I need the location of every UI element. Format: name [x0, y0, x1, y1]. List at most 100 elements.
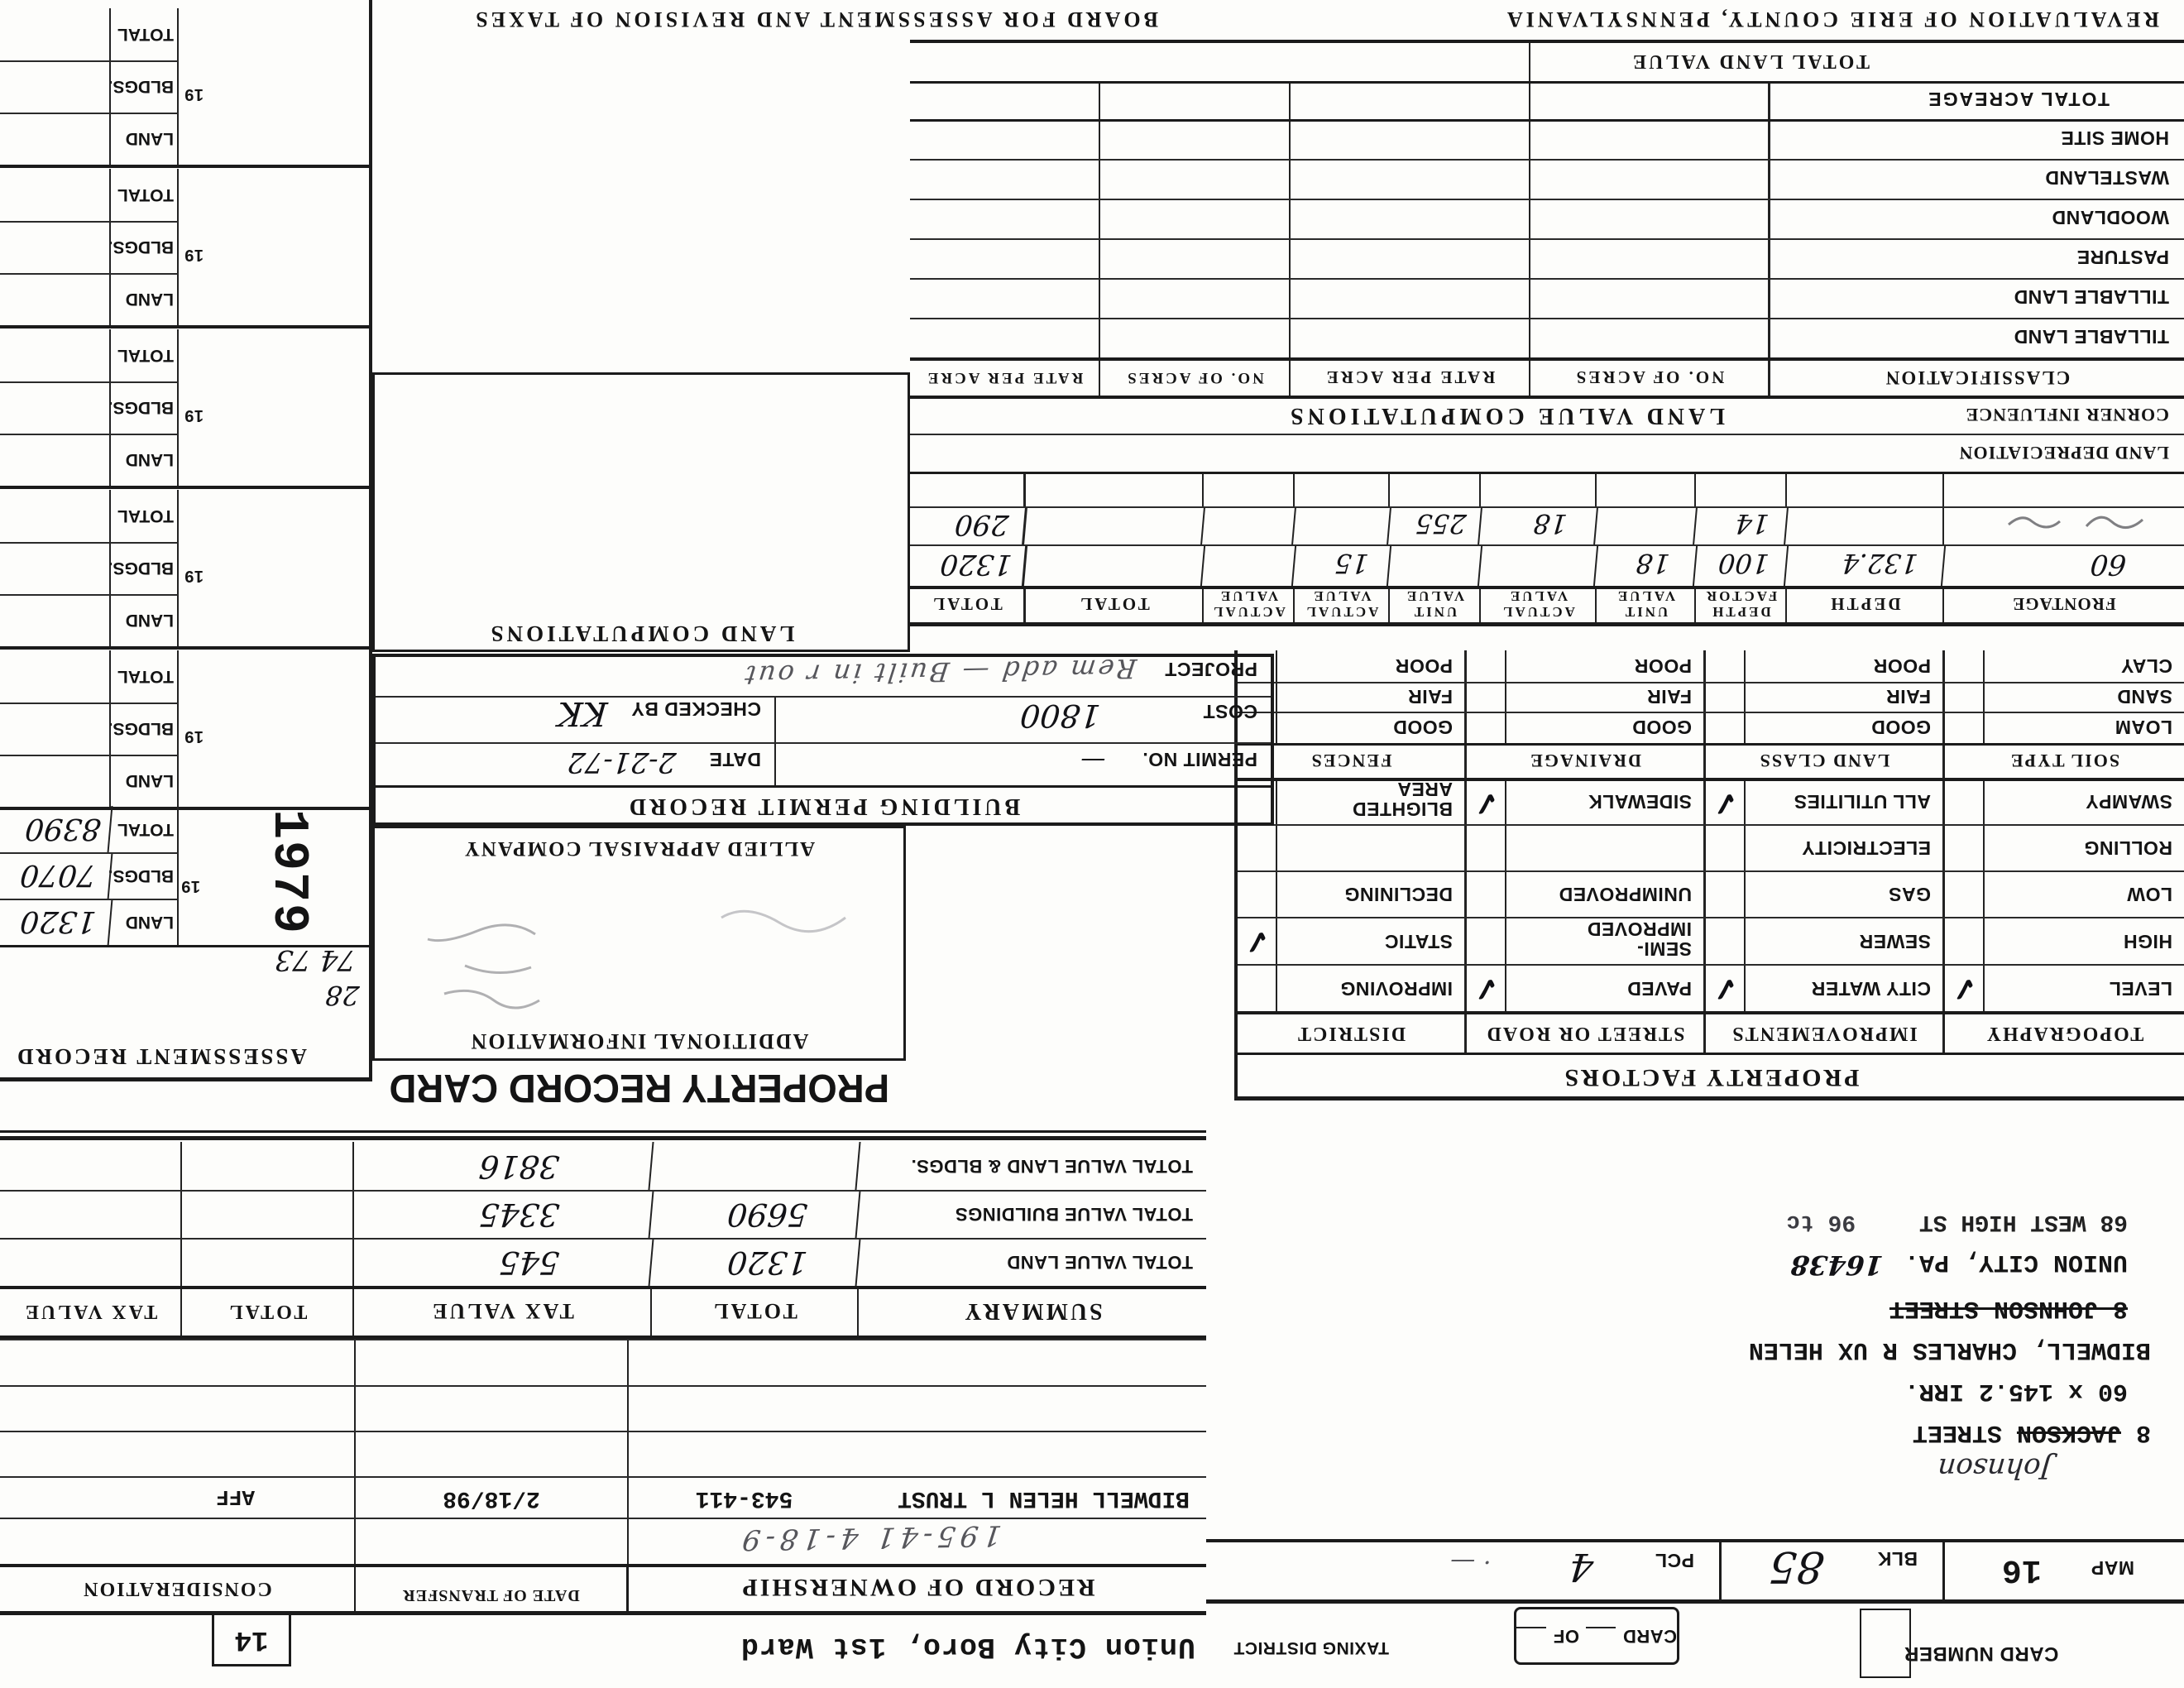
assessed-total-1979: 8390	[0, 806, 113, 852]
check-paved: ✓	[1470, 969, 1502, 1008]
soil-row-clay: CLAY POOR POOR POOR	[1238, 650, 2184, 682]
bldgs-total-value: 5690	[649, 1192, 861, 1238]
address-line-1: 8 JACKSON STREET	[1912, 1418, 2151, 1446]
land-computations-title: LAND COMPUTATIONS	[487, 621, 795, 646]
assessment-hand-note: 28	[323, 980, 361, 1011]
lvc-row-1: 60 132.4 100 18 15 1320	[908, 544, 2184, 586]
pcl-value: 4	[1567, 1545, 1596, 1590]
land-computations-box: LAND COMPUTATIONS	[372, 372, 910, 652]
ownership-header: RECORD OF OWNERSHIP	[740, 1574, 1095, 1601]
consideration-value: AFF	[0, 1478, 356, 1518]
blk-cell: BLK 85	[1719, 1542, 1942, 1599]
factor-row: LOW GAS UNIMPROVED DECLINING	[1238, 870, 2184, 917]
checked-by-cell: CHECKED BY KK	[376, 694, 776, 742]
address-handwritten: Johnson	[1936, 1451, 2053, 1484]
address-line-4: 8 JOHNSON STREET	[1889, 1294, 2128, 1322]
lvc-total-2: 290	[908, 508, 1027, 544]
address-line-6-note: 96 tc	[1786, 1209, 1856, 1235]
land-tax-value: 545	[352, 1240, 654, 1286]
year-stamp: 1979	[259, 808, 316, 936]
address-block: Johnson 8 JACKSON STREET 60 x 145.2 IRR.…	[1406, 1209, 2151, 1484]
project-cell: PROJECT Rem add — Built in r out	[740, 652, 1257, 692]
total-land-value-row: TOTAL LAND VALUE	[910, 40, 2184, 81]
assessed-bldgs-1979: 7070	[0, 854, 113, 899]
ownership-handwritten-note: 195-41 4-18-9	[735, 1518, 1003, 1556]
assessment-block: 19 LAND BLDGS. TOTAL	[0, 646, 369, 807]
total-acreage-row: TOTAL ACREAGE	[910, 81, 2184, 119]
check-city-water: ✓	[1709, 969, 1741, 1008]
assessment-hand-years: 74 73	[273, 943, 357, 976]
zip-handwritten: 16438	[1789, 1249, 1885, 1281]
assessment-block: 19 LAND BLDGS. TOTAL	[0, 7, 369, 165]
assessment-block: 19 LAND BLDGS. TOTAL	[0, 165, 369, 325]
land-depreciation-row: LAND DEPRECIATION	[910, 434, 2184, 472]
additional-info-title: ADDITIONAL INFORMATION	[469, 1029, 809, 1053]
factor-row: SWAMPY ALL UTILITIES ✓ SIDEWALK ✓ BLIGHTED…	[1238, 778, 2184, 824]
blk-value: 85	[1766, 1542, 1827, 1591]
classification-row: PASTURE	[910, 238, 2184, 278]
pcl-marks: · —	[1450, 1547, 1492, 1576]
lvc-row-2: 14 18 255 290	[908, 506, 2184, 544]
taxing-district-value: Union City Boro, 1st Ward	[740, 1630, 1195, 1663]
frontage-scribble	[2008, 516, 2144, 529]
land-total-value: 1320	[649, 1240, 861, 1286]
total-tax-value: 3816	[352, 1142, 654, 1190]
owner-name: BIDWELL HELEN L TRUST 543-411	[695, 1485, 1190, 1511]
bldgs-tax-value: 3345	[352, 1192, 654, 1238]
date-of-transfer-header: DATE OF TRANSFER	[356, 1567, 629, 1611]
card-number-box	[1860, 1609, 1911, 1678]
permit-cost-cell: COST 1800	[1018, 698, 1257, 734]
check-all-utilities: ✓	[1709, 783, 1741, 822]
card-blank	[1586, 1627, 1616, 1645]
classification-row: WOODLAND	[910, 199, 2184, 238]
transfer-date: 2/18/98	[356, 1478, 629, 1518]
corner-influence-row: CORNER INFLUENCE LAND VALUE COMPUTATIONS	[910, 396, 2184, 434]
summary-table: SUMMARY TOTAL TAX VALUE TOTAL TAX VALUE …	[0, 1142, 1206, 1339]
page-title: PROPERTY RECORD CARD	[389, 1066, 889, 1110]
pencil-scribble	[427, 923, 540, 1009]
pencil-scribble	[721, 909, 846, 933]
property-factors-title: PROPERTY FACTORS	[1238, 1053, 2184, 1096]
address-line-5: UNION CITY, PA. 16438	[1789, 1248, 2128, 1281]
map-value: 16	[2001, 1551, 2042, 1588]
summary-row-buildings: TOTAL VALUE BUILDINGS 5690 3345	[0, 1190, 1206, 1238]
assessment-record-section: ASSESSMENT RECORD 28 74 73 1979 19 LAND …	[0, 0, 372, 1081]
project-value: Rem add — Built in r out	[740, 652, 1139, 692]
consideration-header: CONSIDERATION	[0, 1567, 356, 1611]
permit-date-value: 2-21-72	[565, 746, 678, 779]
assessment-record-title: ASSESSMENT RECORD	[15, 1044, 307, 1069]
soil-header-row: SOIL TYPE LAND CLASS DRAINAGE FENCES	[1238, 743, 2184, 778]
pcl-cell: PCL 4 · —	[1450, 1545, 1694, 1590]
property-factors-table: PROPERTY FACTORS TOPOGRAPHY IMPROVEMENTS…	[1234, 650, 2184, 1101]
land-value-computations-title: LAND VALUE COMPUTATIONS	[1286, 403, 1725, 429]
factor-row: HIGH SEWER SEMI- IMPROVED STATIC ✓	[1238, 917, 2184, 964]
classification-row: TILLABLE LAND	[910, 318, 2184, 357]
address-line-2: 60 x 145.2 IRR.	[1904, 1377, 2128, 1405]
check-level: ✓	[1948, 969, 1980, 1008]
soil-row-sand: SAND FAIR FAIR FAIR	[1238, 682, 2184, 712]
check-static: ✓	[1241, 922, 1272, 961]
check-sidewalk: ✓	[1470, 783, 1502, 822]
footer-board: BOARD FOR ASSESSMENT AND REVISION OF TAX…	[472, 7, 1158, 31]
soil-row-loam: LOAM GOOD GOOD GOOD	[1238, 712, 2184, 743]
assessment-block: 19 LAND BLDGS. TOTAL	[0, 486, 369, 646]
assessment-block-1979: 1979 19 LAND 1320 BLDGS. 7070 TOTAL 8390	[0, 806, 369, 947]
map-blk-pcl-row: MAP 16 BLK 85 PCL 4 · —	[1206, 1539, 2184, 1604]
classification-header-row: CLASSIFICATION NO. OF ACRES RATE PER ACR…	[910, 357, 2184, 396]
classification-row: WASTELAND	[910, 159, 2184, 199]
permit-date-cell: DATE 2-21-72	[376, 744, 776, 785]
summary-row-land-bldgs: TOTAL VALUE LAND & BLDGS. 3816	[0, 1142, 1206, 1190]
appraisal-company: ALLIED APPRAISAL COMPANY	[462, 837, 816, 860]
permit-cost-value: 1800	[1018, 698, 1102, 734]
summary-header: SUMMARY	[962, 1298, 1103, 1324]
card-number-label: CARD NUMBER	[1904, 1642, 2059, 1665]
map-cell: MAP 16	[1942, 1542, 2184, 1599]
card-of-box: CARD OF	[1514, 1607, 1679, 1665]
permit-no-value: —	[1080, 746, 1106, 775]
building-permit-box: BUILDING PERMIT RECORD PERMIT NO. — DATE…	[372, 652, 1274, 826]
deed-book-page: 543-411	[695, 1485, 793, 1511]
assessment-block: 19 LAND BLDGS. TOTAL	[0, 325, 369, 486]
of-blank	[1516, 1627, 1547, 1645]
address-line-6: 68 WEST HIGH ST 96 tc	[1786, 1209, 2128, 1235]
